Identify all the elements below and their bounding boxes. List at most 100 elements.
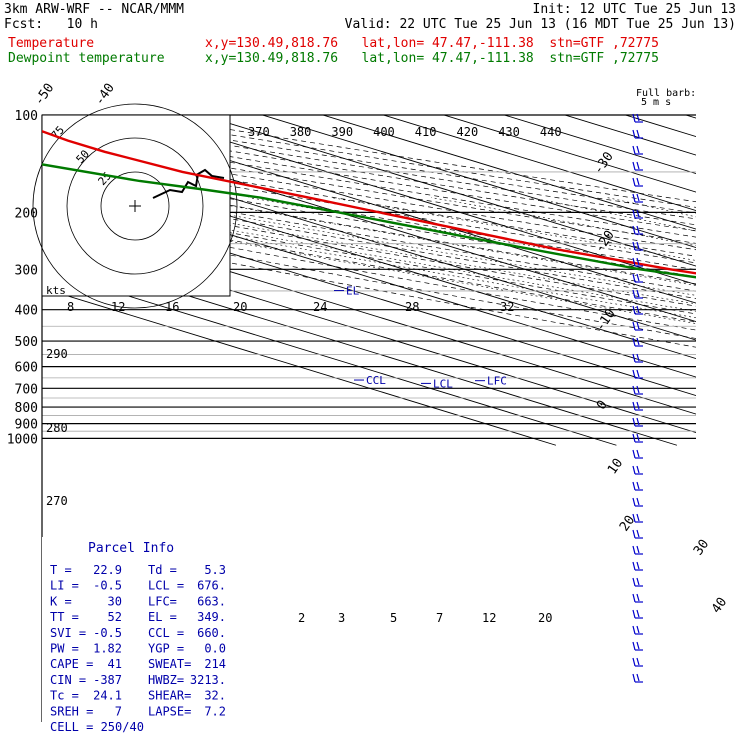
parcel-info-cell: -387 (93, 673, 122, 687)
parcel-info-cell: 32. (204, 689, 226, 703)
parcel-info-cell: TT = (50, 610, 79, 624)
pressure-tick-label: 1000 (7, 432, 38, 447)
pressure-tick-label: 500 (15, 335, 38, 350)
hodograph-ring (66, 137, 204, 275)
parcel-info-cell: SVI = (50, 626, 86, 640)
theta-label: 370 (248, 125, 270, 139)
wind-barb (636, 193, 640, 202)
wind-barb (632, 257, 636, 267)
level-label-lfc: LFC (487, 375, 507, 388)
wind-barb (636, 657, 640, 666)
parcel-info-cell: 7.2 (204, 704, 226, 718)
wind-barb (632, 417, 636, 427)
moist-adiabat-line (183, 197, 696, 286)
wind-barb (636, 481, 640, 490)
isotherm-tick-label: -40 (92, 81, 118, 109)
parcel-info-cell: 3213. (190, 673, 226, 687)
parcel-info-cell: SWEAT= (148, 657, 191, 671)
mixing-ratio-label: 16 (165, 300, 179, 314)
wind-barb (636, 593, 640, 602)
parcel-info-cell: SHEAR= (148, 689, 191, 703)
pressure-tick-label: 300 (15, 263, 38, 278)
parcel-info-cell: 30 (108, 594, 122, 608)
wind-barb (632, 577, 636, 587)
level-label-el: EL (346, 285, 360, 298)
wind-barb (636, 513, 640, 522)
wind-barb (636, 257, 640, 266)
parcel-info-cell: 676. (197, 579, 226, 593)
wind-barb (632, 625, 636, 635)
isotherm-line (42, 158, 696, 360)
wind-barb (632, 641, 636, 651)
wind-barb (632, 321, 636, 331)
wind-barb (636, 673, 640, 682)
pressure-tick-label: 800 (15, 401, 38, 416)
parcel-info-cell: CIN = (50, 673, 86, 687)
mixing-ratio-label: 7 (436, 611, 443, 625)
isotherm-tick-label: 0 (594, 398, 611, 413)
wind-barb (632, 369, 636, 379)
mixing-ratio-label: 2 (298, 611, 305, 625)
wind-barb (636, 241, 640, 250)
wind-barb (632, 305, 636, 315)
wind-barb (636, 337, 640, 346)
isotherm-tick-label: -30 (591, 149, 617, 177)
wind-barb (632, 449, 636, 459)
wind-barb (632, 177, 636, 187)
pressure-tick-label: 100 (15, 109, 38, 124)
mixing-ratio-label: 5 (390, 611, 397, 625)
theta-label: 390 (331, 125, 353, 139)
parcel-info-cell: T = (50, 563, 72, 577)
theta-label: 380 (290, 125, 312, 139)
theta-label: 270 (46, 494, 68, 508)
parcel-info-cell: HWBZ= (148, 673, 184, 687)
isotherm-tick-label: 30 (691, 537, 712, 558)
parcel-info-cell: 5.3 (204, 563, 226, 577)
parcel-info-cell: 24.1 (93, 689, 122, 703)
parcel-info-cell: LI = (50, 579, 79, 593)
isotherm-tick-label: -10 (593, 306, 619, 334)
parcel-info-cell: 1.82 (93, 642, 122, 656)
wind-barb (636, 529, 640, 538)
pressure-tick-label: 700 (15, 382, 38, 397)
wind-barb (636, 497, 640, 506)
wind-barb (632, 545, 636, 555)
parcel-info-cell: 349. (197, 610, 226, 624)
wind-barb (632, 129, 636, 139)
isotherm-line (321, 115, 696, 230)
wind-barb (636, 465, 640, 474)
wind-barb (636, 561, 640, 570)
wind-barb (632, 337, 636, 347)
legend-temperature: Temperature (8, 36, 95, 51)
mixing-ratio-label: 3 (338, 611, 345, 625)
wind-barb (632, 657, 636, 667)
isotherm-line (42, 176, 696, 378)
wind-barb (636, 145, 640, 154)
wind-barb (636, 609, 640, 618)
wind-barb (636, 129, 640, 138)
pressure-tick-label: 900 (15, 418, 38, 433)
wind-barb (636, 177, 640, 186)
wind-barb (632, 465, 636, 475)
mixing-ratio-label: 12 (482, 611, 496, 625)
wind-barb (636, 289, 640, 298)
wind-barb (632, 513, 636, 523)
full-barb-note: Full barb: (636, 88, 696, 99)
parcel-info-cell: LAPSE= (148, 704, 191, 718)
parcel-info-cell: -0.5 (93, 626, 122, 640)
wind-barb (632, 193, 636, 203)
parcel-info-cell: 41 (108, 657, 122, 671)
wind-barb (632, 433, 636, 443)
wind-barb (636, 545, 640, 554)
mixing-ratio-label: 28 (405, 300, 419, 314)
isotherm-tick-label: -50 (32, 81, 58, 109)
hodograph-ring (100, 171, 170, 241)
wind-barb (636, 385, 640, 394)
wind-barb (636, 449, 640, 458)
parcel-info-cell: EL = (148, 610, 177, 624)
parcel-info-cell: CCL = (148, 626, 184, 640)
isotherm-tick-label: 10 (605, 456, 626, 477)
theta-label: 410 (415, 125, 437, 139)
isotherm-tick-label: 20 (617, 513, 638, 534)
pressure-tick-label: 200 (15, 206, 38, 221)
